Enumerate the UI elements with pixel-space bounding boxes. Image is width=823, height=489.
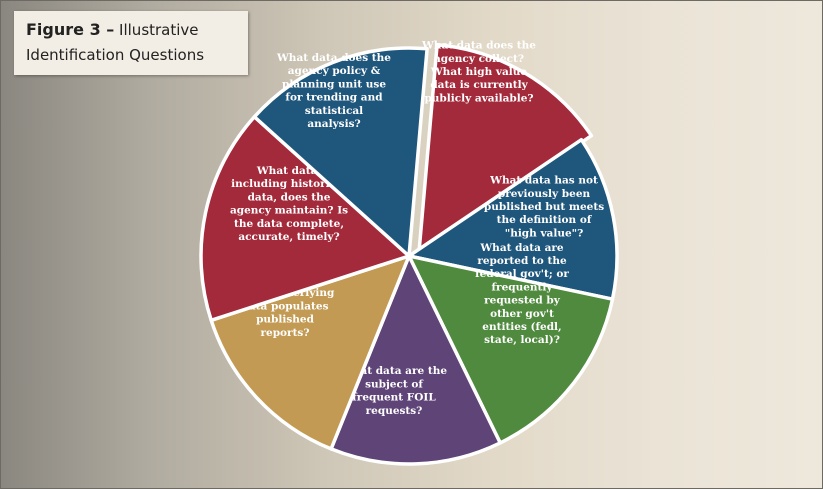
pie-slice-question-line: data, does the [248, 191, 331, 203]
pie-slice-question-line: the definition of [497, 214, 593, 226]
pie-slice-question-line: frequently [492, 281, 554, 293]
pie-slice-question-line: state, local)? [484, 334, 560, 346]
pie-slice-question: What data are reported to the federal gov'… [475, 242, 569, 346]
pie-slice-question-line: requested by [484, 295, 561, 307]
pie-slice-question-line: requests? [366, 405, 423, 417]
pie-slice-question-line: What data does the [276, 52, 391, 64]
pie-slice-question-line: What high value [430, 66, 528, 78]
figure-title-box: Figure 3 – Illustrative Identification Q… [14, 11, 248, 75]
pie-slice-4: What data are the subject of frequent FOIL… [329, 254, 502, 466]
pie-slice-question: What data are the subject of frequent FOIL… [340, 365, 447, 417]
pie-slice-6: What data, including historical data, does… [199, 115, 411, 323]
pie-slice-question-line: "high value"? [505, 227, 584, 239]
pie-slice-question-line: including historical [231, 178, 347, 190]
pie-slice-question-line: data is currently [430, 79, 528, 91]
pie-slice-question: What data does the agency policy & plannin… [276, 52, 391, 130]
pie-slice-question-line: What data has not [489, 175, 598, 187]
pie-slice-question-line: previously been [498, 188, 591, 200]
pie-slice-question-line: agency collect? [434, 53, 524, 65]
pie-slice-question-line: What data, [256, 165, 321, 177]
pie-slice-shape [329, 254, 502, 466]
pie-slice-shape [252, 46, 429, 258]
pie-slice-question-line: What data are the [340, 365, 447, 377]
pie-slice-shape [407, 254, 615, 445]
pie-slice-shape [199, 115, 411, 323]
pie-slice-3: What data are reported to the federal gov'… [407, 242, 615, 445]
figure-label: Figure 3 – [26, 20, 115, 39]
pie-slice-question-line: federal gov't; or [475, 268, 569, 280]
pie-slice-shape [407, 137, 619, 301]
pie-slice-question-line: for trending and [285, 92, 383, 104]
pie-slice-shape [417, 43, 594, 254]
pie-slice-question-line: What data does the [421, 40, 536, 52]
pie-slice-question-line: analysis? [307, 118, 360, 130]
pie-slice-question-line: agency policy & [288, 65, 381, 77]
pie-slice-question-line: agency maintain? Is [230, 205, 348, 217]
pie-slice-question-line: accurate, timely? [238, 231, 339, 243]
pie-slice-question-line: frequent FOIL [352, 392, 436, 404]
figure-subtitle-part: Illustrative [114, 21, 199, 39]
pie-slice-question-line: What data are [479, 242, 564, 254]
pie-slice-question-line: the data complete, [234, 218, 344, 230]
pie-slice-question-line: publicly available? [424, 92, 533, 104]
pie-slice-question-line: reported to the [477, 255, 567, 267]
pie-slice-question-line: statistical [305, 105, 363, 117]
pie-slice-7: What data does the agency policy & plannin… [252, 46, 429, 258]
pie-slice-question-line: planning unit use [282, 78, 386, 90]
pie-slice-question-line: reports? [260, 327, 309, 339]
pie-slice-question-line: other gov't [490, 308, 554, 320]
pie-slice-1: What data does the agency collect? What hi… [417, 40, 594, 254]
pie-slice-question-line: published but meets [484, 201, 604, 213]
figure-title-line2: Identification Questions [26, 46, 205, 64]
figure-title: Figure 3 – Illustrative [26, 20, 199, 39]
pie-slice-question: What data does the agency collect? What hi… [421, 40, 536, 105]
pie-slice-question-line: subject of [365, 378, 424, 390]
pie-slice-question-line: entities (fedl, [482, 321, 561, 333]
pie-slice-2: What data has not previously been publishe… [407, 137, 619, 301]
pie-slice-question: What data has not previously been publishe… [484, 175, 604, 240]
pie-slice-question: What data, including historical data, does… [230, 165, 348, 243]
pie-slice-question-line: published [256, 314, 315, 326]
